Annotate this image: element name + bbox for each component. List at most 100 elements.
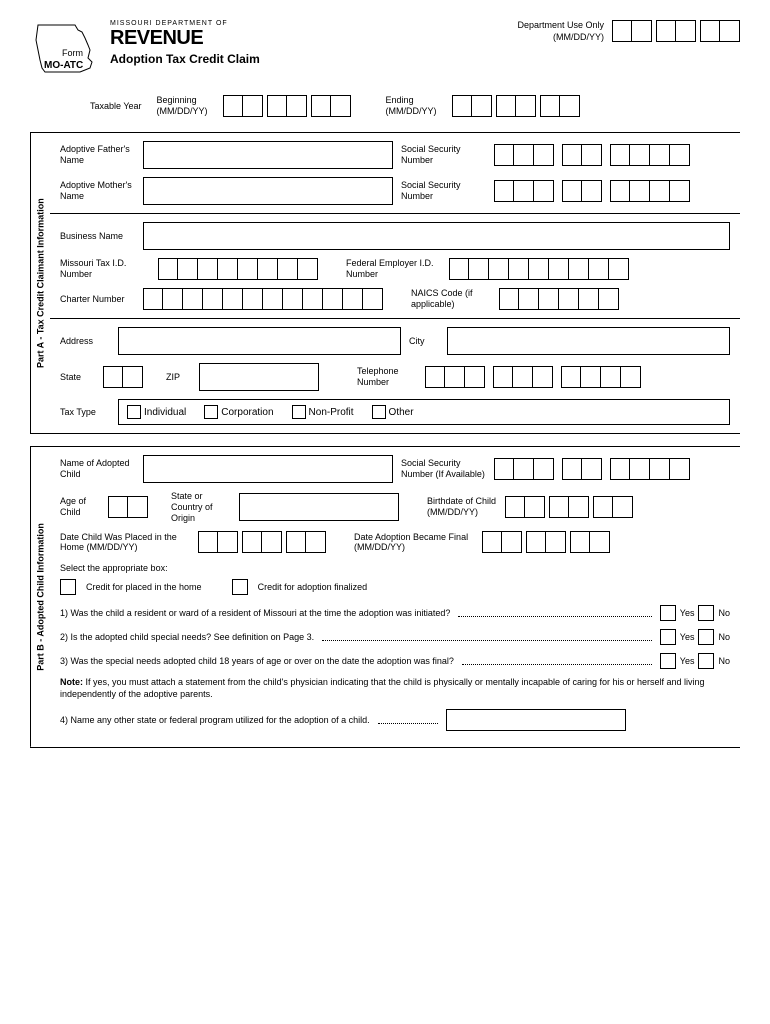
- final-label: Date Adoption Became Final (MM/DD/YY): [354, 532, 474, 554]
- corporation-checkbox[interactable]: [204, 405, 218, 419]
- form-header: Form MO-ATC MISSOURI DEPARTMENT OF REVEN…: [30, 20, 740, 80]
- final-dd[interactable]: [526, 531, 566, 553]
- begin-yy[interactable]: [311, 95, 351, 117]
- birth-dd[interactable]: [549, 496, 589, 518]
- begin-fmt: (MM/DD/YY): [157, 106, 208, 117]
- address-field[interactable]: [118, 327, 401, 355]
- origin-label: State or Country of Origin: [171, 491, 231, 523]
- other-checkbox[interactable]: [372, 405, 386, 419]
- end-fmt: (MM/DD/YY): [386, 106, 437, 117]
- note-label: Note:: [60, 677, 83, 687]
- naics-label: NAICS Code (if applicable): [411, 288, 491, 310]
- credit-final-checkbox[interactable]: [232, 579, 248, 595]
- father-ssn-label: Social Security Number: [401, 144, 486, 166]
- q1-no-label: No: [718, 608, 730, 618]
- father-name-field[interactable]: [143, 141, 393, 169]
- placed-yy[interactable]: [286, 531, 326, 553]
- father-ssn-2[interactable]: [562, 144, 602, 166]
- dept-use-yy[interactable]: [700, 20, 740, 42]
- q2-no-checkbox[interactable]: [698, 629, 714, 645]
- q2-no-label: No: [718, 632, 730, 642]
- state-label: State: [60, 372, 95, 383]
- form-code: MO-ATC: [44, 60, 83, 71]
- birth-mm[interactable]: [505, 496, 545, 518]
- individual-checkbox[interactable]: [127, 405, 141, 419]
- city-label: City: [409, 336, 439, 347]
- form-label: Form: [62, 48, 83, 58]
- q2-yes-checkbox[interactable]: [660, 629, 676, 645]
- part-a-tab: Part A - Tax Credit Claimant Information: [30, 133, 50, 433]
- part-a-section: Part A - Tax Credit Claimant Information…: [30, 132, 740, 434]
- childname-label: Name of Adopted Child: [60, 458, 135, 480]
- mother-label: Adoptive Mother's Name: [60, 180, 135, 202]
- begin-dd[interactable]: [267, 95, 307, 117]
- birth-yy[interactable]: [593, 496, 633, 518]
- phone-1[interactable]: [425, 366, 485, 388]
- child-ssn-label: Social Security Number (If Available): [401, 458, 486, 480]
- begin-label: Beginning: [157, 95, 208, 106]
- mother-name-field[interactable]: [143, 177, 393, 205]
- business-label: Business Name: [60, 231, 135, 242]
- address-label: Address: [60, 336, 110, 347]
- phone-2[interactable]: [493, 366, 553, 388]
- final-yy[interactable]: [570, 531, 610, 553]
- q1-yes-checkbox[interactable]: [660, 605, 676, 621]
- end-mm[interactable]: [452, 95, 492, 117]
- q4-field[interactable]: [446, 709, 626, 731]
- zip-label: ZIP: [166, 372, 191, 383]
- dept-use-fmt: (MM/DD/YY): [517, 32, 604, 44]
- age-label: Age of Child: [60, 496, 100, 518]
- note-text: If yes, you must attach a statement from…: [60, 677, 705, 699]
- mother-ssn-3[interactable]: [610, 180, 690, 202]
- part-b-tab: Part B - Adopted Child Information: [30, 447, 50, 747]
- child-ssn-2[interactable]: [562, 458, 602, 480]
- mother-ssn-2[interactable]: [562, 180, 602, 202]
- credit-final-label: Credit for adoption finalized: [258, 582, 368, 592]
- other-label: Other: [389, 407, 414, 418]
- age-field[interactable]: [108, 496, 148, 518]
- begin-mm[interactable]: [223, 95, 263, 117]
- q1-no-checkbox[interactable]: [698, 605, 714, 621]
- childname-field[interactable]: [143, 455, 393, 483]
- child-ssn-3[interactable]: [610, 458, 690, 480]
- q4-text: 4) Name any other state or federal progr…: [60, 715, 370, 725]
- father-ssn-1[interactable]: [494, 144, 554, 166]
- fedemp-field[interactable]: [449, 258, 629, 280]
- dept-use-dd[interactable]: [656, 20, 696, 42]
- charter-label: Charter Number: [60, 294, 135, 305]
- mother-ssn-1[interactable]: [494, 180, 554, 202]
- zip-field[interactable]: [199, 363, 319, 391]
- end-dd[interactable]: [496, 95, 536, 117]
- individual-label: Individual: [144, 407, 186, 418]
- q3-text: 3) Was the special needs adopted child 1…: [60, 656, 454, 666]
- fedemp-label: Federal Employer I.D. Number: [346, 258, 441, 280]
- nonprofit-checkbox[interactable]: [292, 405, 306, 419]
- father-ssn-3[interactable]: [610, 144, 690, 166]
- placed-dd[interactable]: [242, 531, 282, 553]
- phone-3[interactable]: [561, 366, 641, 388]
- motax-field[interactable]: [158, 258, 318, 280]
- child-ssn-1[interactable]: [494, 458, 554, 480]
- father-label: Adoptive Father's Name: [60, 144, 135, 166]
- state-field[interactable]: [103, 366, 143, 388]
- dept-use-mm[interactable]: [612, 20, 652, 42]
- dept-text: MISSOURI DEPARTMENT OF: [110, 20, 260, 27]
- q2-yes-label: Yes: [680, 632, 695, 642]
- charter-field[interactable]: [143, 288, 383, 310]
- select-label: Select the appropriate box:: [60, 563, 730, 573]
- business-name-field[interactable]: [143, 222, 730, 250]
- credit-placed-checkbox[interactable]: [60, 579, 76, 595]
- placed-label: Date Child Was Placed in the Home (MM/DD…: [60, 532, 190, 554]
- end-label: Ending: [386, 95, 437, 106]
- q3-yes-label: Yes: [680, 656, 695, 666]
- taxable-label: Taxable Year: [90, 101, 142, 112]
- q3-yes-checkbox[interactable]: [660, 653, 676, 669]
- origin-field[interactable]: [239, 493, 399, 521]
- city-field[interactable]: [447, 327, 730, 355]
- q3-no-checkbox[interactable]: [698, 653, 714, 669]
- end-yy[interactable]: [540, 95, 580, 117]
- placed-mm[interactable]: [198, 531, 238, 553]
- final-mm[interactable]: [482, 531, 522, 553]
- naics-field[interactable]: [499, 288, 619, 310]
- corporation-label: Corporation: [221, 407, 273, 418]
